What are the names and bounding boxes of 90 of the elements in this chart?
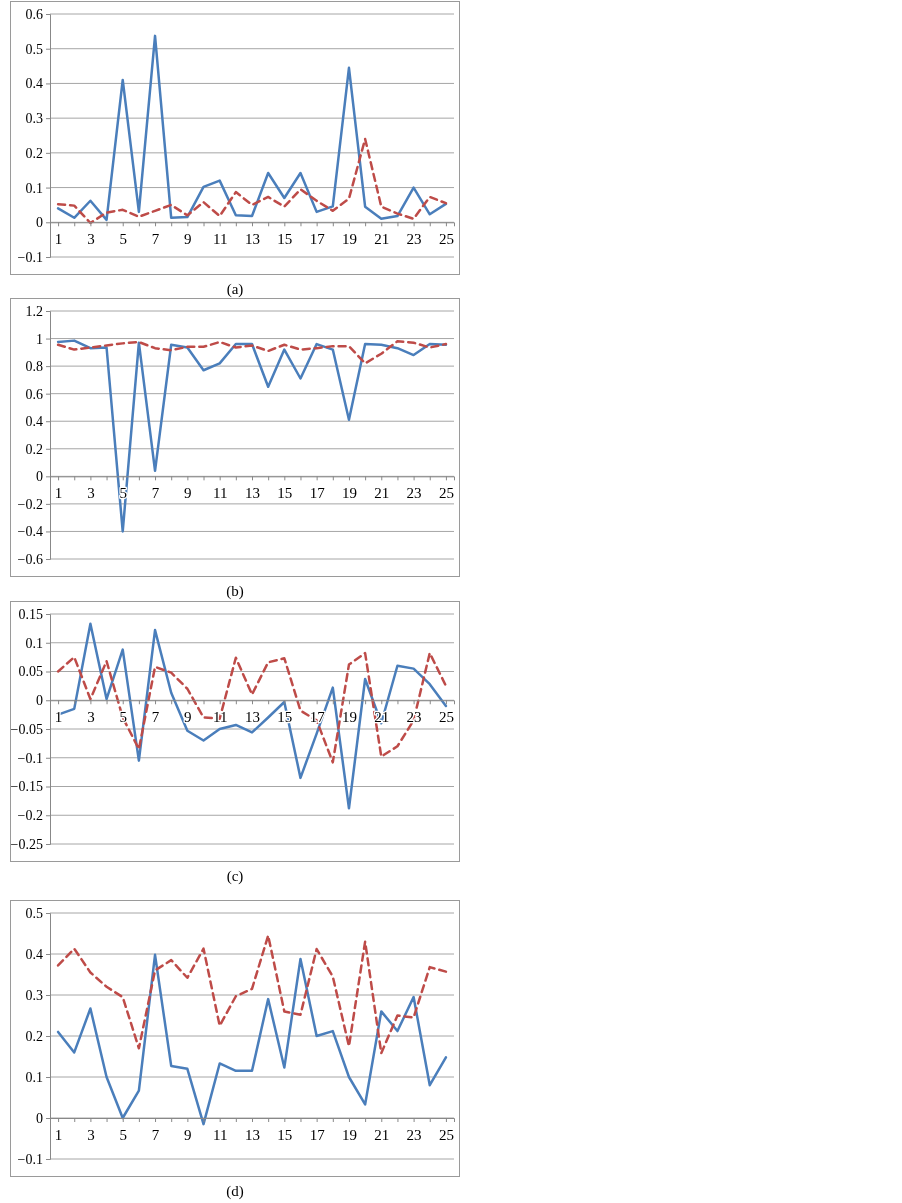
y-tick-label: 0.4: [25, 76, 43, 92]
y-tick-label: 0.5: [25, 905, 43, 921]
y-tick-label: 0: [36, 469, 43, 485]
text: (a): [225, 281, 245, 298]
y-tick-label: 0.2: [25, 145, 43, 161]
x-tick-label: 11: [212, 230, 228, 247]
text: (c): [225, 868, 245, 885]
y-tick-label: 0: [36, 1110, 43, 1126]
y-tick-label: −0.15: [10, 779, 43, 795]
x-tick-label: 17: [309, 230, 326, 247]
x-tick-label: 19: [341, 484, 357, 501]
y-tick-label: −0.1: [17, 249, 43, 265]
y-tick-label: −0.1: [17, 1151, 43, 1167]
y-tick-label: 0.3: [25, 987, 43, 1003]
x-tick-label: 25: [438, 708, 454, 725]
x-tick-label: 7: [151, 484, 160, 501]
x-tick-label: 3: [87, 484, 95, 501]
x-tick-label: 13: [245, 1126, 260, 1143]
x-tick-label: 23: [406, 484, 422, 501]
x-tick-label: 17: [309, 1126, 326, 1143]
x-tick-label: 11: [212, 484, 228, 501]
x-tick-label: 7: [151, 708, 160, 725]
x-tick-label: 21: [374, 230, 390, 247]
x-tick-label: 5: [119, 1126, 127, 1143]
y-tick-label: 0.05: [18, 664, 43, 680]
line-series: [56, 34, 448, 222]
x-tick-label: 3: [87, 1126, 95, 1143]
y-tick-label: 0.4: [25, 414, 43, 430]
y-tick-label: −0.2: [17, 808, 43, 824]
line-series: [56, 340, 448, 365]
x-tick-label: 9: [184, 230, 192, 247]
y-tick-label: 0.1: [25, 635, 43, 651]
x-tick-label: 23: [406, 708, 422, 725]
x-tick-label: 11: [212, 1126, 228, 1143]
y-tick-label: −0.2: [17, 496, 43, 512]
text: (d): [225, 1183, 245, 1200]
y-tick-label: 0.8: [25, 359, 43, 375]
y-tick-label: 0: [36, 215, 43, 231]
x-tick-label: 15: [277, 484, 293, 501]
y-tick-label: 0: [36, 693, 43, 709]
x-tick-label: 23: [406, 230, 422, 247]
y-tick-label: 1.2: [25, 303, 43, 319]
line-series: [56, 934, 448, 1055]
x-tick-label: 13: [245, 484, 260, 501]
y-tick-label: −0.1: [17, 750, 43, 766]
line-series: [56, 137, 448, 225]
y-tick-label: 0.3: [25, 111, 43, 127]
y-tick-label: 0.6: [25, 386, 43, 402]
y-tick-label: 0.2: [25, 441, 43, 457]
x-tick-label: 23: [406, 1126, 422, 1143]
y-tick-label: 0.1: [25, 1069, 43, 1085]
x-tick-label: 5: [119, 230, 127, 247]
y-tick-label: −0.4: [17, 524, 43, 540]
y-tick-label: 0.5: [25, 41, 43, 57]
x-tick-label: 15: [277, 230, 293, 247]
x-tick-label: 19: [341, 1126, 357, 1143]
x-tick-label: 1: [54, 230, 63, 247]
x-tick-label: 13: [245, 708, 260, 725]
x-tick-label: 11: [212, 708, 228, 725]
y-tick-label: 0.1: [25, 180, 43, 196]
x-tick-label: 7: [151, 230, 160, 247]
line-series: [56, 953, 448, 1126]
x-tick-label: 1: [54, 484, 63, 501]
x-tick-label: 25: [438, 484, 454, 501]
y-tick-label: 0.6: [25, 6, 43, 22]
x-tick-label: 9: [184, 1126, 192, 1143]
x-tick-label: 19: [341, 708, 357, 725]
x-tick-label: 7: [151, 1126, 160, 1143]
y-tick-label: −0.25: [10, 836, 43, 852]
y-tick-label: −0.6: [17, 551, 43, 567]
x-tick-label: 13: [245, 230, 260, 247]
x-tick-label: 21: [374, 1126, 390, 1143]
x-tick-label: 21: [374, 484, 390, 501]
x-tick-label: 3: [87, 708, 95, 725]
y-tick-label: 1: [36, 331, 43, 347]
x-tick-label: 5: [119, 708, 127, 725]
x-tick-label: 25: [438, 1126, 454, 1143]
y-tick-label: 0.4: [25, 946, 43, 962]
x-tick-label: 1: [54, 1126, 63, 1143]
y-tick-label: −0.05: [10, 721, 43, 737]
x-tick-label: 3: [87, 230, 95, 247]
x-tick-label: 9: [184, 484, 192, 501]
x-tick-label: 17: [309, 484, 326, 501]
x-tick-label: 19: [341, 230, 357, 247]
y-tick-label: 0.2: [25, 1028, 43, 1044]
text: (b): [225, 583, 245, 600]
x-tick-label: 9: [184, 708, 192, 725]
x-tick-label: 25: [438, 230, 454, 247]
x-tick-label: 15: [277, 1126, 293, 1143]
y-tick-label: 0.15: [18, 606, 43, 622]
